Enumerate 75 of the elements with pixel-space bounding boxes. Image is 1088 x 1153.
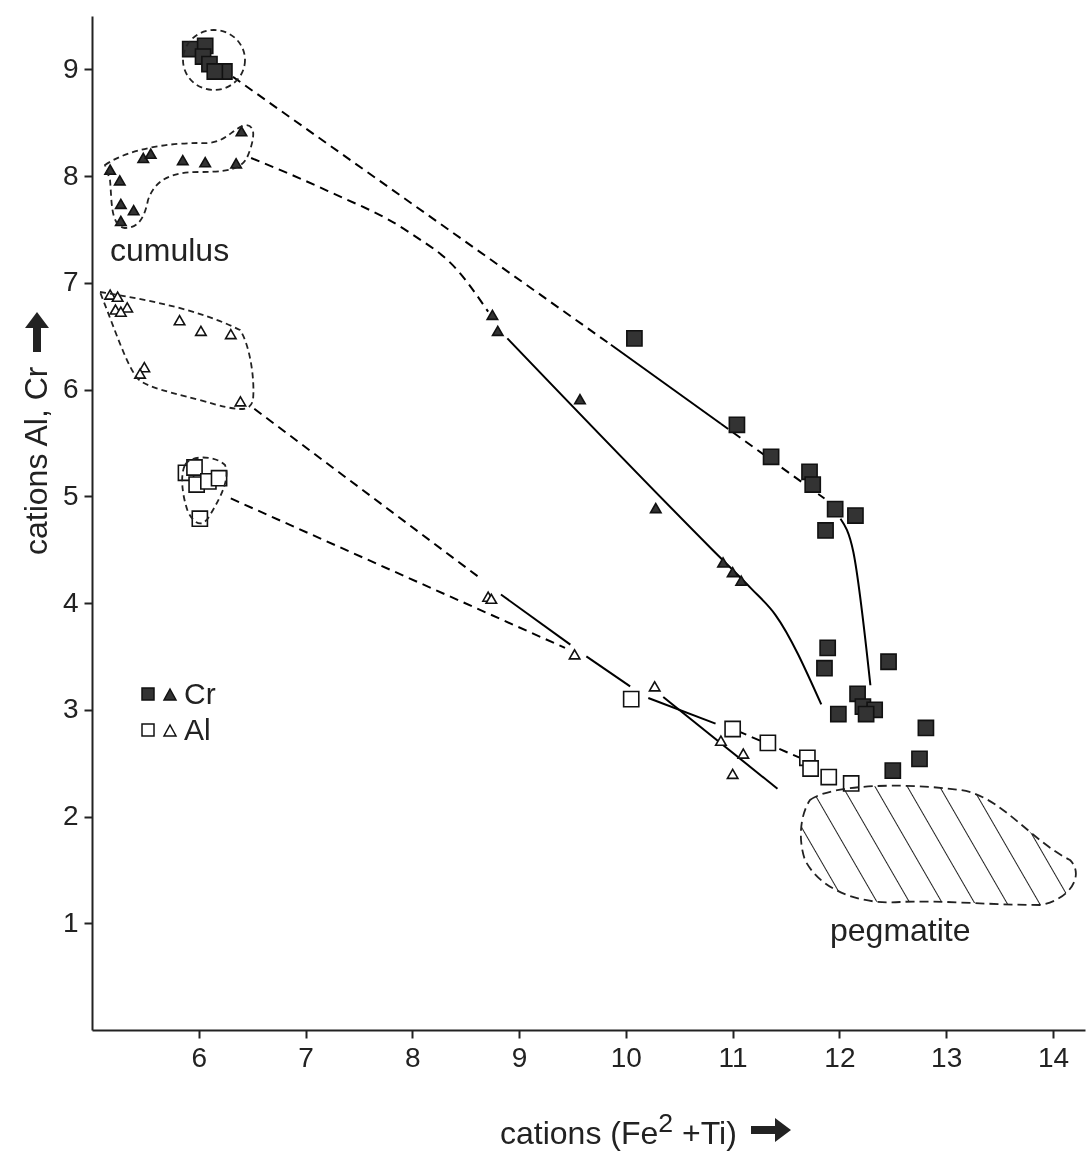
y-tick-label: 8 — [62, 159, 79, 191]
point — [917, 719, 935, 737]
point — [648, 680, 661, 692]
point — [884, 762, 902, 780]
point — [649, 502, 662, 514]
point — [911, 750, 928, 768]
point — [113, 175, 126, 186]
x-tick-label: 9 — [511, 1041, 528, 1073]
point — [724, 720, 742, 738]
point — [127, 204, 140, 216]
point — [486, 309, 499, 321]
y-tick-label: 7 — [62, 266, 79, 298]
x-tick-label: 7 — [298, 1041, 314, 1073]
point — [134, 368, 147, 379]
point — [491, 325, 504, 337]
point — [857, 705, 875, 723]
y-axis-title: cations Al, Cr — [18, 366, 55, 555]
y-tick-label: 3 — [62, 693, 79, 725]
point — [573, 393, 586, 405]
line-series — [506, 337, 823, 706]
annotation: pegmatite — [830, 912, 971, 949]
y-tick-label: 9 — [62, 52, 79, 84]
point — [802, 760, 819, 777]
point — [199, 156, 212, 168]
legend-label: Cr — [184, 677, 216, 711]
point — [759, 734, 777, 752]
legend-label: Al — [184, 713, 211, 747]
x-tick-label: 8 — [405, 1041, 421, 1073]
point — [728, 416, 746, 434]
y-tick-label: 2 — [62, 800, 79, 832]
x-tick-label: 12 — [824, 1041, 856, 1073]
x-tick-label: 11 — [718, 1041, 748, 1073]
point — [144, 148, 157, 160]
point — [194, 325, 207, 337]
point — [210, 469, 228, 487]
point — [735, 575, 748, 586]
y-tick-label: 1 — [62, 906, 79, 938]
point — [816, 659, 833, 677]
point — [714, 735, 727, 747]
x-tick-label: 6 — [191, 1041, 208, 1073]
point — [820, 768, 838, 786]
point — [819, 639, 837, 657]
x-tick-label: 10 — [610, 1041, 642, 1073]
point — [804, 476, 822, 493]
point — [829, 705, 847, 723]
point — [111, 291, 124, 303]
point — [186, 459, 203, 476]
point — [173, 314, 186, 326]
point — [622, 690, 640, 708]
point — [568, 648, 581, 660]
x-tick-label: 13 — [931, 1041, 963, 1073]
annotation: cumulus — [110, 232, 230, 269]
point — [176, 154, 189, 166]
point — [234, 395, 247, 407]
point — [206, 63, 224, 80]
y-tick-label: 5 — [62, 479, 79, 511]
x-axis-title: cations (Fe$^{2}$ +Ti) — [500, 1108, 737, 1152]
point — [726, 566, 739, 578]
y-tick-label: 6 — [62, 373, 79, 405]
point — [762, 448, 780, 466]
point — [880, 653, 897, 671]
point — [114, 198, 127, 210]
point — [826, 500, 844, 518]
point — [847, 507, 864, 524]
y-tick-label: 4 — [62, 586, 79, 618]
point — [716, 557, 730, 568]
point — [137, 152, 150, 164]
point — [626, 329, 643, 347]
point — [737, 748, 750, 759]
point — [726, 768, 739, 780]
point — [224, 328, 237, 340]
point — [114, 306, 127, 317]
point — [235, 125, 248, 137]
point — [817, 522, 834, 539]
x-tick-label: 14 — [1037, 1041, 1070, 1073]
